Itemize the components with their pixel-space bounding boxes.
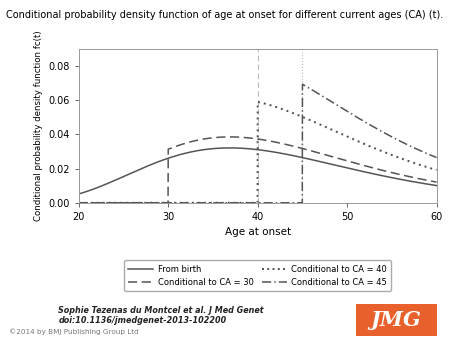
Text: Sophie Tezenas du Montcel et al. J Med Genet
doi:10.1136/jmedgenet-2013-102200: Sophie Tezenas du Montcel et al. J Med G… xyxy=(58,306,264,325)
Y-axis label: Conditional probability density function fc(t): Conditional probability density function… xyxy=(34,31,43,221)
Legend: From birth, Conditional to CA = 30, Conditional to CA = 40, Conditional to CA = : From birth, Conditional to CA = 30, Cond… xyxy=(124,260,391,291)
Text: ©2014 by BMJ Publishing Group Ltd: ©2014 by BMJ Publishing Group Ltd xyxy=(9,328,139,335)
X-axis label: Age at onset: Age at onset xyxy=(225,227,291,237)
Text: Conditional probability density function of age at onset for different current a: Conditional probability density function… xyxy=(6,10,444,20)
Text: JMG: JMG xyxy=(370,310,422,330)
